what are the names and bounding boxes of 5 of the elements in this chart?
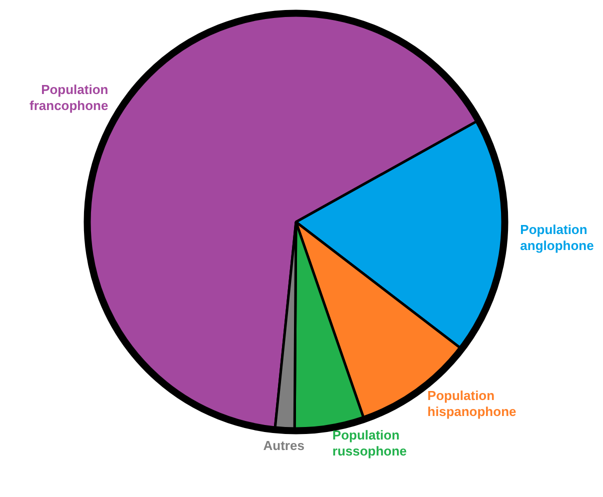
slice-label: Autres [263,438,304,453]
slice-label: Population francophone [30,82,108,114]
slice-label: Population anglophone [520,222,594,253]
slice-label: Population hispanophone [427,388,516,419]
slice-label: Population russophone [332,427,407,458]
